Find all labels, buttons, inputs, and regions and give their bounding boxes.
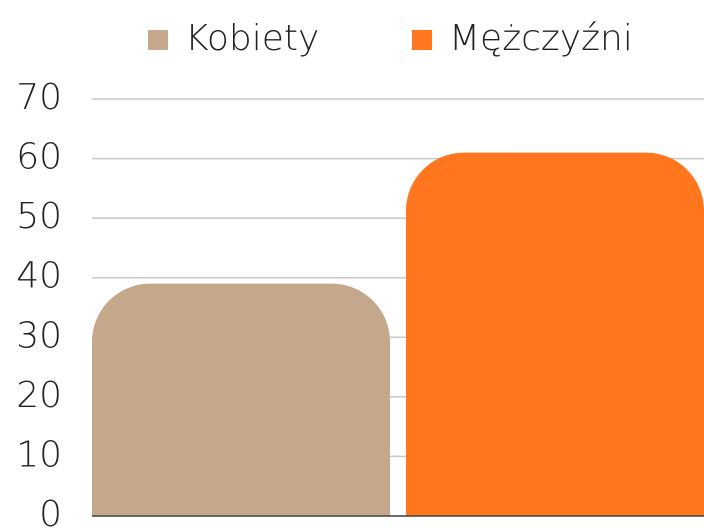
y-tick-label: 30 <box>16 315 62 356</box>
y-tick-label: 70 <box>16 77 62 118</box>
y-tick-label: 50 <box>16 196 62 237</box>
legend-swatch <box>412 30 432 50</box>
legend-label: Kobiety <box>185 18 319 59</box>
legend-label: Mężczyźni <box>449 18 633 59</box>
y-tick-label: 10 <box>16 434 62 475</box>
y-tick-label: 0 <box>39 494 62 532</box>
y-tick-label: 20 <box>16 375 62 416</box>
y-tick-label: 40 <box>16 256 62 297</box>
y-tick-label: 60 <box>16 137 62 178</box>
legend-swatch <box>148 30 168 50</box>
bar <box>92 283 390 516</box>
bar <box>406 152 704 516</box>
